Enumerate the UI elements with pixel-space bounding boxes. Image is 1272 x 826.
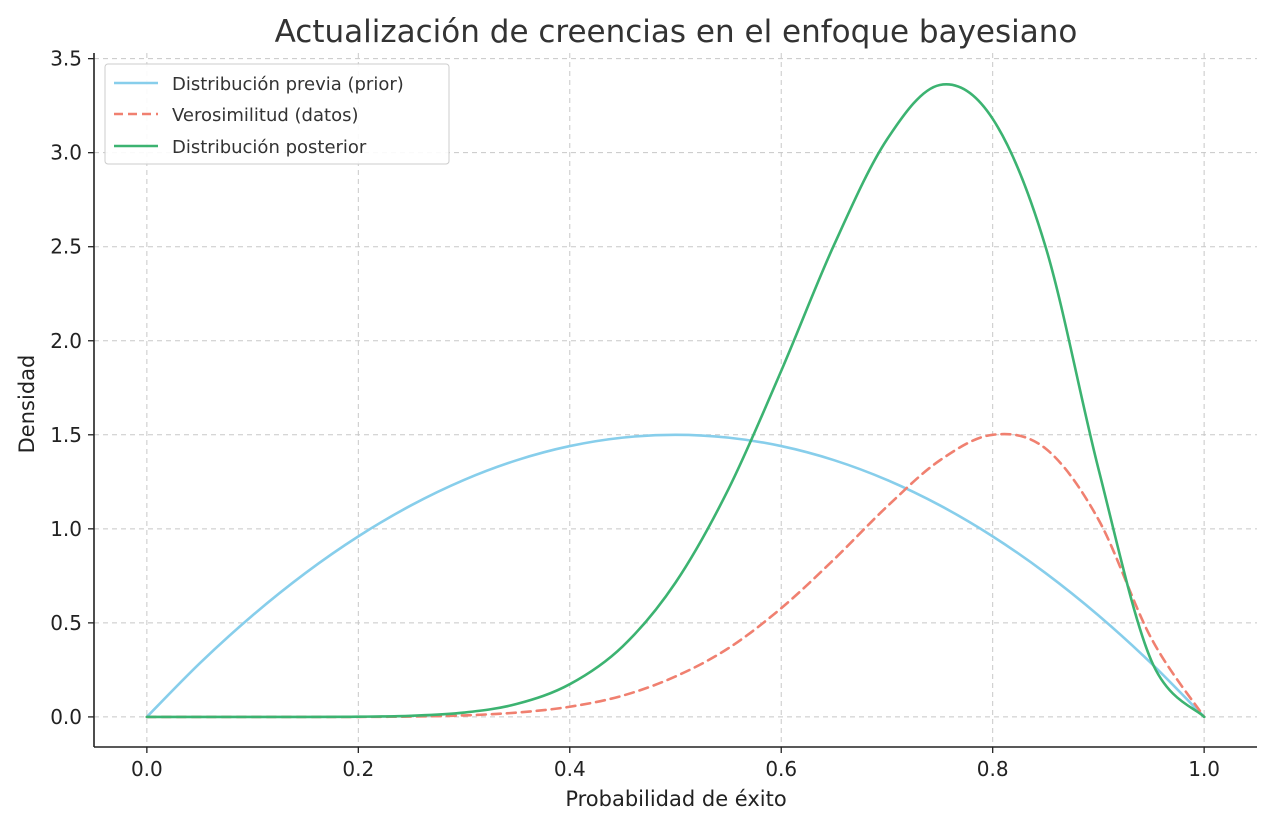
x-tick-label: 0.8	[977, 757, 1009, 781]
plot-lines	[145, 83, 1206, 719]
x-tick-label: 0.6	[765, 757, 797, 781]
y-tick-label: 1.5	[50, 423, 82, 447]
chart-title: Actualización de creencias en el enfoque…	[275, 14, 1078, 50]
series-line-prior	[145, 433, 1206, 719]
legend: Distribución previa (prior) Verosimilitu…	[104, 63, 450, 165]
y-tick-label: 3.0	[50, 141, 82, 165]
legend-label-likelihood: Verosimilitud (datos)	[172, 105, 359, 126]
y-axis-label: Densidad	[15, 355, 39, 454]
legend-label-prior: Distribución previa (prior)	[172, 74, 404, 95]
ticks: 0.0 0.2 0.4 0.6 0.8 1.0 0.0 0.5 1.0 1.5 2.0 2.5 3.0 3…	[50, 47, 1220, 781]
y-tick-label: 2.0	[50, 329, 82, 353]
series-line-likelihood	[145, 432, 1206, 719]
y-tick-label: 0.5	[50, 611, 82, 635]
y-tick-label: 0.0	[50, 705, 82, 729]
series-line-posterior	[145, 83, 1206, 719]
x-tick-label: 0.0	[131, 757, 163, 781]
y-tick-label: 3.5	[50, 47, 82, 71]
x-tick-label: 0.4	[554, 757, 586, 781]
legend-label-posterior: Distribución posterior	[172, 137, 367, 158]
y-tick-label: 2.5	[50, 235, 82, 259]
x-tick-label: 0.2	[342, 757, 374, 781]
axes	[93, 53, 1257, 748]
x-tick-label: 1.0	[1188, 757, 1220, 781]
x-axis-label: Probabilidad de éxito	[565, 787, 786, 811]
legend-box	[104, 63, 450, 165]
y-tick-label: 1.0	[50, 517, 82, 541]
